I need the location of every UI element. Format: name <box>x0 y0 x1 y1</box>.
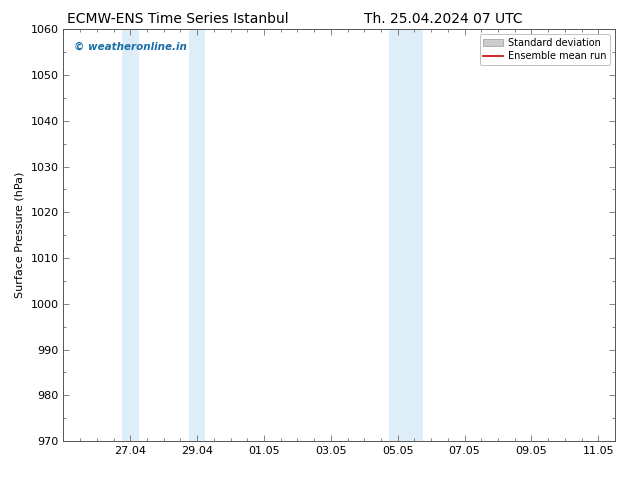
Bar <box>189 29 205 441</box>
Bar <box>122 29 139 441</box>
Legend: Standard deviation, Ensemble mean run: Standard deviation, Ensemble mean run <box>479 34 610 65</box>
Y-axis label: Surface Pressure (hPa): Surface Pressure (hPa) <box>15 172 25 298</box>
Bar <box>389 29 406 441</box>
Text: ECMW-ENS Time Series Istanbul: ECMW-ENS Time Series Istanbul <box>67 12 288 26</box>
Bar <box>406 29 423 441</box>
Text: © weatheronline.in: © weatheronline.in <box>74 42 187 52</box>
Text: Th. 25.04.2024 07 UTC: Th. 25.04.2024 07 UTC <box>365 12 523 26</box>
